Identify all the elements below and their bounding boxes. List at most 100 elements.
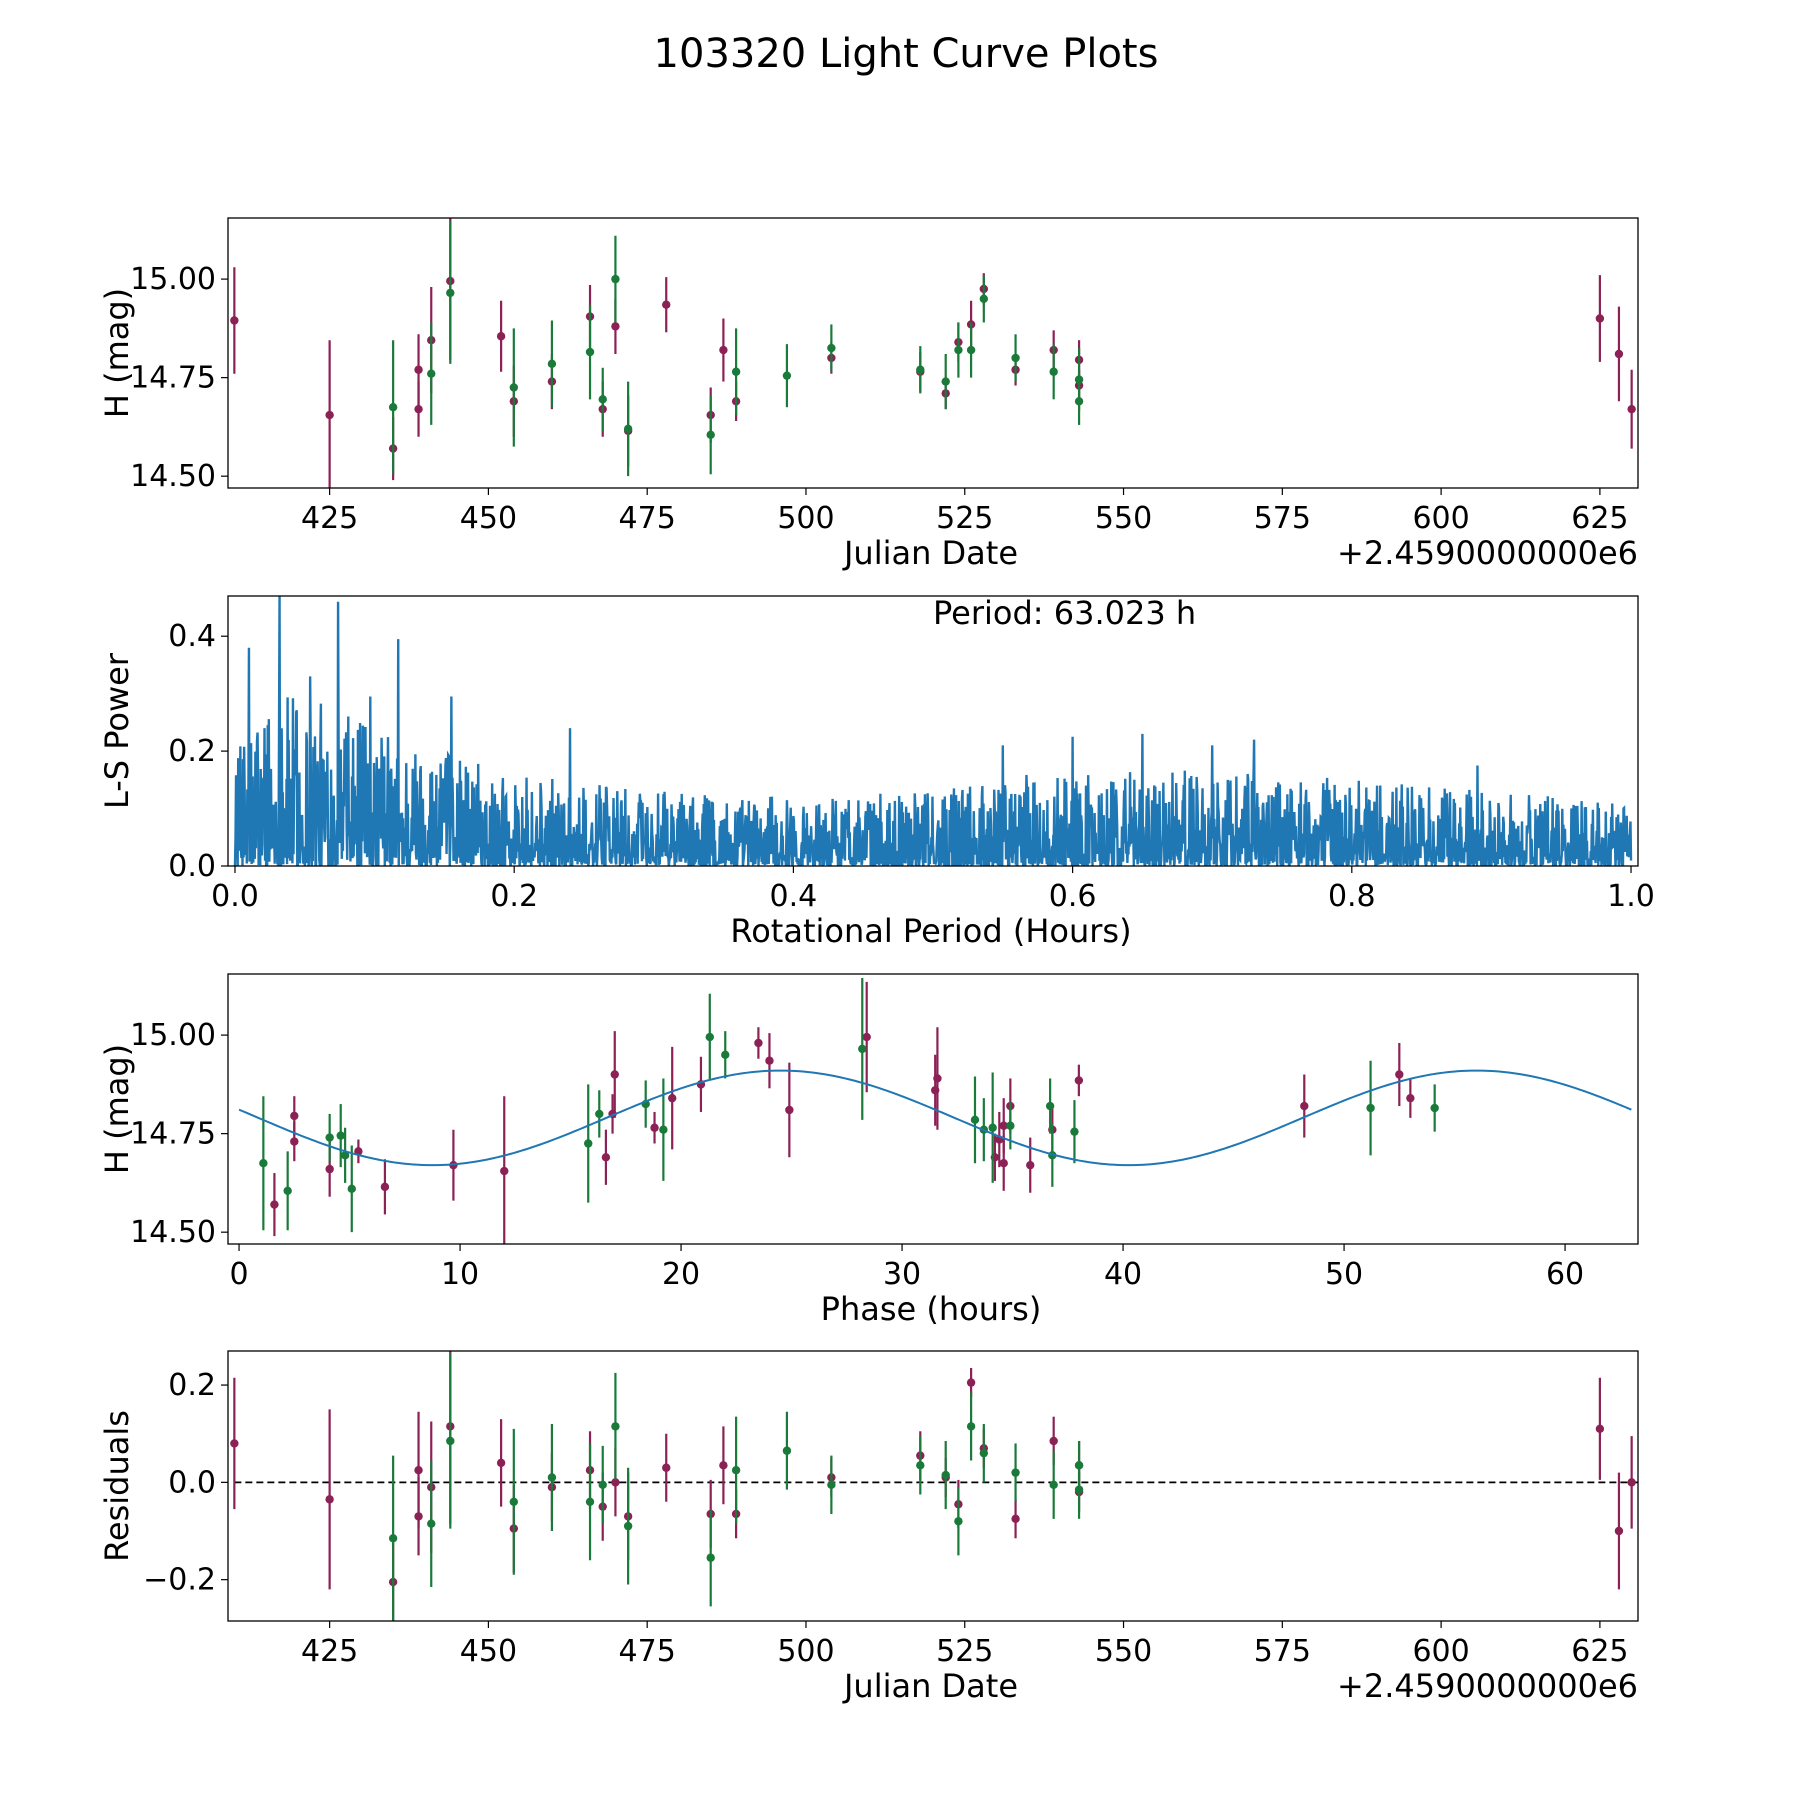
green-data-point <box>1049 367 1058 376</box>
green-data-point <box>1011 353 1020 363</box>
purple-data-point <box>1049 1436 1058 1446</box>
x-tick-label: 0.6 <box>1049 879 1097 914</box>
green-data-point <box>623 1521 633 1531</box>
y-tick-label: 15.00 <box>130 1018 216 1053</box>
green-data-point <box>623 424 633 434</box>
y-tick-label: 0.0 <box>168 849 216 884</box>
green-data-point <box>988 1123 997 1132</box>
purple-data-point <box>610 1070 619 1079</box>
green-data-point <box>954 345 963 355</box>
fit-curve <box>238 1069 1632 1167</box>
purple-data-point <box>862 1032 871 1042</box>
green-data-point <box>427 369 436 378</box>
green-data-point <box>598 395 607 404</box>
x-tick-label: 450 <box>460 1634 517 1669</box>
residuals-panel: 425 450 475 500 525 550 575 600 625 −0.2 0.0 0.2 Jul… <box>98 1350 1639 1705</box>
green-data-point <box>916 1461 925 1470</box>
green-data-point <box>979 294 989 304</box>
green-data-point <box>388 402 398 412</box>
x-offset-label: +2.4590000000e6 <box>1337 534 1638 572</box>
x-tick-label: 525 <box>936 1634 993 1669</box>
x-tick-label: 40 <box>1104 1257 1142 1292</box>
green-data-point <box>1006 1121 1015 1130</box>
purple-data-point <box>611 1478 620 1487</box>
x-tick-label: 0.4 <box>770 879 818 914</box>
green-data-point <box>336 1131 345 1140</box>
purple-data-point <box>325 1495 334 1504</box>
y-axis-label: L-S Power <box>98 652 136 809</box>
x-tick-label: 475 <box>619 501 676 536</box>
green-data-point <box>388 1534 398 1543</box>
data-points-group <box>230 1351 1636 1621</box>
x-tick-label: 600 <box>1412 501 1469 536</box>
axes-frame <box>227 973 1639 1245</box>
x-tick-label: 1.0 <box>1607 879 1655 914</box>
purple-data-point <box>414 1512 423 1521</box>
green-data-point <box>509 1497 519 1507</box>
axes-frame <box>227 217 1639 489</box>
y-tick-label: 0.4 <box>168 619 216 654</box>
green-data-point <box>1366 1103 1375 1113</box>
green-data-point <box>731 367 741 376</box>
ls-power-line <box>233 596 1633 866</box>
purple-data-point <box>1406 1093 1415 1103</box>
y-axis-label: Residuals <box>98 1410 136 1562</box>
axes-frame <box>227 1350 1639 1622</box>
green-data-point <box>1011 1468 1020 1477</box>
green-data-point <box>1430 1103 1439 1113</box>
purple-data-point <box>230 1439 239 1448</box>
y-tick-label: 14.50 <box>130 459 216 494</box>
x-axis-label: Rotational Period (Hours) <box>730 912 1131 950</box>
purple-data-point <box>270 1200 279 1209</box>
green-data-point <box>941 377 950 386</box>
y-tick-label: −0.2 <box>143 1563 216 1598</box>
purple-data-point <box>496 332 506 341</box>
purple-data-point <box>601 1153 611 1162</box>
x-tick-label: 500 <box>777 1634 834 1669</box>
green-data-point <box>1049 1480 1058 1489</box>
x-tick-label: 625 <box>1571 1634 1628 1669</box>
purple-data-point <box>999 1121 1008 1130</box>
y-tick-label: 0.2 <box>168 734 216 769</box>
green-data-point <box>659 1125 668 1134</box>
plots-container: 425 450 475 500 525 550 575 600 62514.5014.7515.… <box>98 217 1655 1705</box>
purple-data-point <box>611 322 620 331</box>
purple-data-point <box>496 1458 506 1468</box>
y-axis-label: H (mag) <box>98 288 136 418</box>
axes-frame <box>227 595 1639 867</box>
purple-data-point <box>1595 1424 1605 1434</box>
green-data-point <box>547 1473 557 1482</box>
green-data-point <box>509 383 519 392</box>
purple-data-point <box>1026 1160 1035 1170</box>
y-tick-label: 14.75 <box>130 361 216 396</box>
purple-data-point <box>1300 1101 1309 1111</box>
green-data-point <box>966 345 976 355</box>
purple-data-point <box>290 1137 299 1146</box>
green-data-point <box>446 1436 455 1446</box>
green-data-point <box>585 1497 595 1507</box>
purple-data-point <box>500 1166 509 1176</box>
green-data-point <box>706 430 715 439</box>
green-data-point <box>585 347 595 357</box>
purple-data-point <box>380 1182 390 1192</box>
purple-data-point <box>765 1056 774 1065</box>
y-axis-label: H (mag) <box>98 1044 136 1174</box>
purple-data-point <box>1011 1514 1020 1524</box>
green-data-point <box>941 1470 950 1480</box>
green-data-point <box>966 1422 976 1431</box>
green-data-point <box>427 1519 436 1528</box>
green-data-point <box>979 1448 989 1458</box>
green-data-point <box>858 1044 867 1054</box>
green-data-point <box>259 1158 268 1168</box>
figure-title: 103320 Light Curve Plots <box>654 31 1159 77</box>
y-tick-label: 0.2 <box>168 1368 216 1403</box>
purple-data-point <box>650 1123 659 1132</box>
purple-data-point <box>1395 1070 1404 1079</box>
green-data-point <box>325 1133 334 1142</box>
green-data-point <box>547 359 557 369</box>
green-data-point <box>1074 397 1084 406</box>
purple-data-point <box>414 365 423 374</box>
green-data-point <box>731 1465 741 1475</box>
